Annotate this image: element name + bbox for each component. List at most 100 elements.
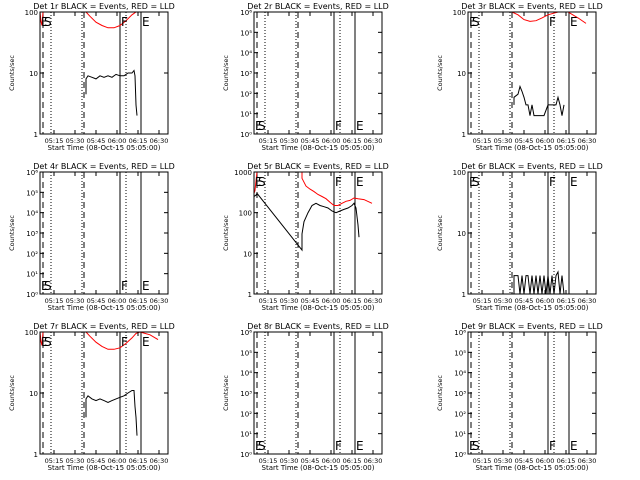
- x-tick-label: 06:00: [536, 457, 555, 465]
- x-axis-label: Start Time (08-Oct-15 05:05:00): [262, 144, 375, 152]
- x-tick-label: 06:30: [150, 297, 169, 305]
- y-tick-label: 100: [453, 169, 466, 177]
- x-tick-label: 05:30: [66, 457, 85, 465]
- y-tick-label: 10²: [240, 410, 252, 418]
- y-tick-label: 100: [25, 329, 38, 337]
- y-tick-label: 10¹: [240, 431, 252, 439]
- event-marker-label: F: [335, 119, 342, 133]
- panel-title: Det 9r BLACK = Events, RED = LLD: [461, 322, 603, 331]
- event-marker-label: F: [335, 439, 342, 453]
- y-tick-label: 10: [457, 230, 466, 238]
- y-axis-label: Counts/sec: [8, 375, 16, 411]
- x-tick-label: 06:15: [557, 137, 576, 145]
- y-axis-label: Counts/sec: [8, 215, 16, 251]
- x-tick-label: 05:15: [473, 457, 492, 465]
- x-tick-label: 05:15: [259, 457, 278, 465]
- x-tick-label: 05:30: [494, 137, 513, 145]
- x-tick-label: 05:30: [280, 137, 299, 145]
- x-tick-label: 05:30: [494, 457, 513, 465]
- y-tick-label: 10⁴: [240, 370, 252, 378]
- y-tick-label: 10⁶: [240, 9, 252, 17]
- y-tick-label: 1: [462, 291, 466, 299]
- series-events: [254, 192, 360, 252]
- event-marker-label: E: [469, 15, 477, 29]
- x-tick-label: 05:15: [259, 137, 278, 145]
- x-tick-label: 06:00: [108, 457, 127, 465]
- panel-title: Det 1r BLACK = Events, RED = LLD: [33, 2, 175, 11]
- event-marker-label: E: [255, 439, 263, 453]
- event-marker-label: E: [356, 439, 364, 453]
- event-marker-label: S: [472, 175, 480, 189]
- x-tick-label: 06:15: [343, 457, 362, 465]
- series-lld: [254, 172, 373, 206]
- y-tick-label: 1: [462, 131, 466, 139]
- plot-frame: [253, 11, 383, 135]
- x-tick-label: 06:15: [343, 297, 362, 305]
- x-tick-label: 06:00: [108, 297, 127, 305]
- event-marker-label: S: [44, 15, 52, 29]
- event-marker-label: E: [142, 335, 150, 349]
- y-tick-label: 10¹: [454, 431, 466, 439]
- event-marker-label: E: [356, 119, 364, 133]
- x-axis-label: Start Time (08-Oct-15 05:05:00): [48, 464, 161, 472]
- plot-frame: [253, 171, 383, 295]
- y-tick-label: 10⁴: [26, 210, 38, 218]
- det-panel-7: Det 7r BLACK = Events, RED = LLD Counts/s…: [8, 322, 175, 472]
- y-tick-label: 10⁶: [26, 169, 38, 177]
- x-tick-label: 05:15: [259, 297, 278, 305]
- y-tick-label: 1: [34, 451, 38, 459]
- x-axis-label: Start Time (08-Oct-15 05:05:00): [476, 304, 589, 312]
- y-tick-label: 10²: [240, 90, 252, 98]
- x-tick-label: 05:15: [45, 297, 64, 305]
- x-axis-label: Start Time (08-Oct-15 05:05:00): [262, 304, 375, 312]
- y-axis-label: Counts/sec: [436, 55, 444, 91]
- det-panel-8: Det 8r BLACK = Events, RED = LLD Counts/s…: [222, 322, 389, 472]
- y-tick-label: 10²: [454, 410, 466, 418]
- plot-frame: [253, 331, 383, 455]
- event-marker-label: E: [255, 119, 263, 133]
- event-marker-label: E: [570, 175, 578, 189]
- y-tick-label: 10⁰: [454, 451, 466, 459]
- series-events: [513, 270, 565, 294]
- y-axis-label: Counts/sec: [436, 215, 444, 251]
- y-tick-label: 10⁵: [26, 189, 38, 197]
- x-tick-label: 06:30: [364, 137, 383, 145]
- event-marker-label: S: [472, 439, 480, 453]
- x-tick-label: 05:45: [515, 297, 534, 305]
- x-axis-label: Start Time (08-Oct-15 05:05:00): [48, 304, 161, 312]
- x-tick-label: 06:15: [557, 457, 576, 465]
- x-tick-label: 05:45: [515, 457, 534, 465]
- event-marker-label: E: [41, 335, 49, 349]
- y-tick-label: 10⁵: [240, 349, 252, 357]
- x-tick-label: 06:30: [578, 297, 597, 305]
- det-panel-4: Det 4r BLACK = Events, RED = LLD Counts/s…: [8, 162, 175, 312]
- x-tick-label: 06:30: [578, 457, 597, 465]
- y-tick-label: 1: [34, 131, 38, 139]
- x-tick-label: 06:00: [108, 137, 127, 145]
- panel-title: Det 5r BLACK = Events, RED = LLD: [247, 162, 389, 171]
- det-panel-3: Det 3r BLACK = Events, RED = LLD Counts/s…: [436, 2, 603, 152]
- x-tick-label: 05:45: [301, 297, 320, 305]
- x-tick-label: 05:45: [87, 297, 106, 305]
- panel-title: Det 3r BLACK = Events, RED = LLD: [461, 2, 603, 11]
- det-panel-9: Det 9r BLACK = Events, RED = LLD Counts/s…: [436, 322, 603, 472]
- x-tick-label: 06:30: [578, 137, 597, 145]
- y-tick-label: 10⁵: [454, 349, 466, 357]
- series-events: [85, 390, 138, 436]
- event-marker-label: E: [469, 175, 477, 189]
- y-tick-label: 1000: [234, 169, 252, 177]
- y-axis-label: Counts/sec: [222, 215, 230, 251]
- x-tick-label: 05:45: [87, 457, 106, 465]
- event-marker-label: S: [258, 119, 266, 133]
- y-tick-label: 10³: [240, 390, 252, 398]
- event-marker-label: S: [258, 439, 266, 453]
- event-marker-label: S: [44, 335, 52, 349]
- plot-frame: [467, 331, 597, 455]
- x-tick-label: 06:00: [322, 137, 341, 145]
- det-panel-2: Det 2r BLACK = Events, RED = LLD Counts/s…: [222, 2, 389, 152]
- y-tick-label: 10³: [240, 70, 252, 78]
- y-axis-label: Counts/sec: [436, 375, 444, 411]
- x-tick-label: 05:45: [301, 457, 320, 465]
- x-axis-label: Start Time (08-Oct-15 05:05:00): [262, 464, 375, 472]
